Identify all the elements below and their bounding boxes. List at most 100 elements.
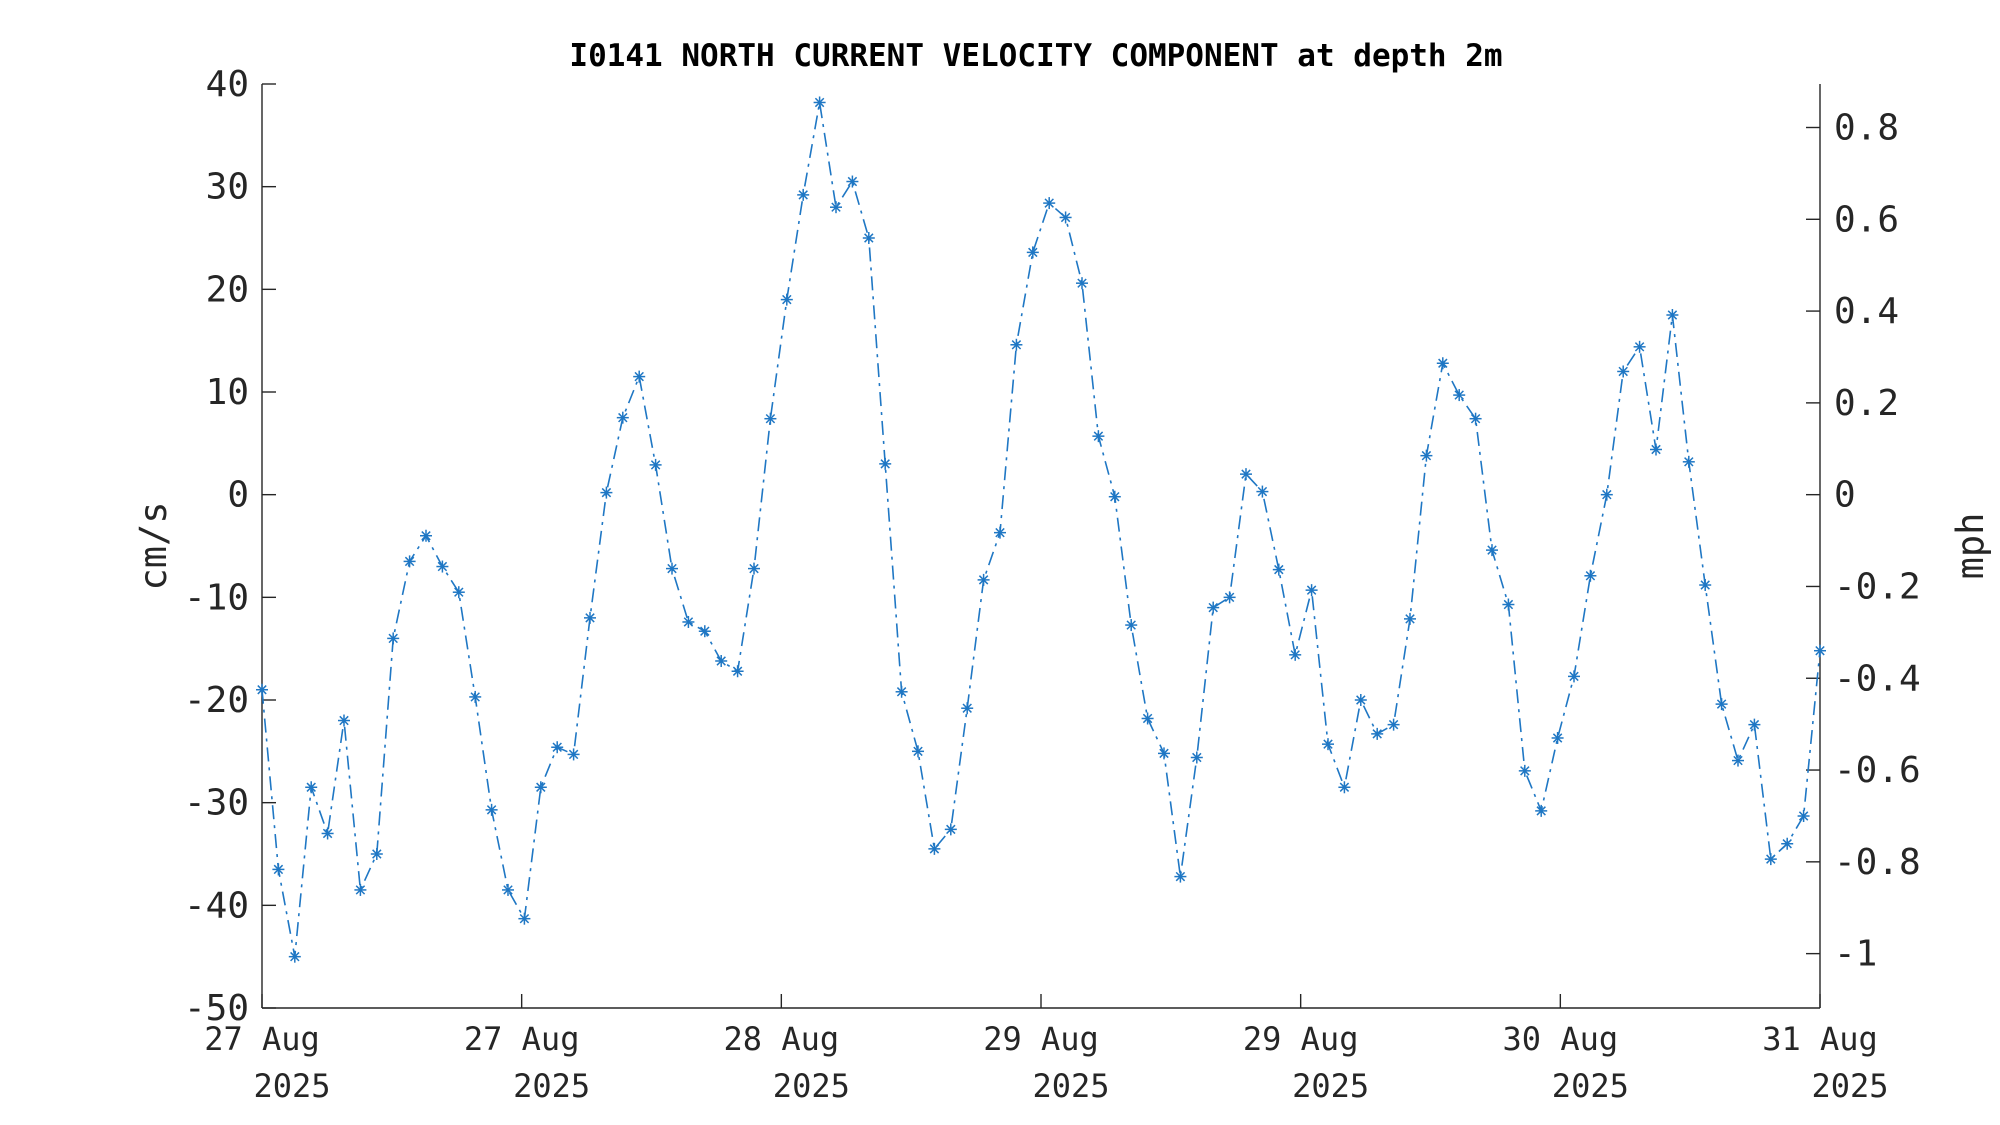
data-point (518, 912, 531, 925)
right-tick-label: -0.2 (1834, 566, 1921, 607)
y-axis-label-right: mph (1949, 513, 1992, 580)
data-point (1076, 277, 1088, 290)
left-tick-label: 0 (227, 475, 249, 516)
left-tick-label: 40 (206, 64, 249, 105)
data-point (1518, 764, 1531, 777)
data-point (994, 526, 1006, 539)
data-point (797, 188, 810, 201)
data-point (1092, 430, 1105, 443)
data-point (780, 293, 793, 306)
x-tick-label-year: 2025 (513, 1067, 590, 1105)
left-y-ticks: -50 -40 -30 -20 -10 0 10 20 30 40 (184, 64, 276, 1029)
data-point (1174, 870, 1187, 883)
data-point (1207, 601, 1220, 614)
data-point (1436, 357, 1449, 370)
x-tick-label-year: 2025 (1552, 1067, 1629, 1105)
data-point (830, 201, 842, 214)
data-point (584, 611, 596, 624)
x-tick-label-year: 2025 (1032, 1067, 1109, 1105)
data-point (1666, 309, 1679, 321)
data-point (1486, 544, 1498, 557)
data-point (1289, 648, 1302, 661)
y-axis-label-left: cm/s (132, 501, 175, 590)
x-tick-label-date: 27 Aug (204, 1020, 320, 1058)
data-point (1125, 619, 1138, 632)
data-point (452, 586, 465, 599)
data-point (944, 823, 957, 836)
left-tick-label: -50 (184, 988, 249, 1029)
data-point (1551, 731, 1564, 744)
series-line (261, 102, 1821, 957)
right-tick-label: 0.8 (1834, 107, 1899, 148)
data-point (256, 683, 268, 696)
x-tick-label-year: 2025 (1292, 1067, 1369, 1105)
data-point (1715, 698, 1728, 711)
x-ticks: 27 Aug 2025 27 Aug 2025 28 Aug 2025 29 Aug 2025… (204, 994, 1889, 1105)
data-point (1535, 804, 1548, 817)
data-point (1502, 598, 1515, 611)
x-tick-label-date: 29 Aug (983, 1020, 1099, 1058)
left-tick-label: 30 (206, 167, 249, 208)
data-point (534, 781, 547, 794)
data-point (895, 685, 908, 698)
data-point (912, 745, 924, 758)
data-point (1305, 584, 1318, 597)
data-point (338, 714, 350, 727)
x-tick-label-date: 31 Aug (1762, 1020, 1878, 1058)
data-point (928, 842, 941, 855)
data-point (1781, 837, 1794, 850)
data-point (1699, 579, 1712, 592)
data-point (1141, 712, 1154, 725)
data-point (1584, 569, 1597, 582)
data-point (1682, 455, 1695, 468)
x-tick-label-date: 30 Aug (1503, 1020, 1619, 1058)
data-point (879, 457, 892, 470)
data-point (502, 883, 514, 896)
data-point (1158, 747, 1170, 760)
data-point (961, 702, 974, 715)
data-point (1814, 644, 1826, 657)
data-point (682, 615, 695, 628)
data-point (731, 665, 744, 678)
data-point (370, 848, 383, 860)
data-point (1404, 612, 1416, 625)
data-point (1043, 197, 1056, 210)
right-tick-label: -0.4 (1834, 658, 1921, 699)
right-tick-label: 0.4 (1834, 291, 1899, 332)
right-tick-label: 0 (1834, 475, 1856, 516)
x-tick-label-date: 28 Aug (724, 1020, 840, 1058)
data-point (1420, 449, 1433, 462)
data-point (485, 803, 498, 816)
data-point (1453, 389, 1466, 402)
x-tick-label-date: 29 Aug (1243, 1020, 1359, 1058)
data-point (977, 573, 990, 586)
data-point (354, 883, 367, 896)
right-tick-label: -0.8 (1834, 842, 1921, 883)
data-point (1617, 365, 1630, 378)
data-point (1272, 563, 1285, 576)
data-point (436, 560, 449, 573)
series-group (256, 96, 1826, 963)
data-point (1469, 412, 1482, 425)
data-point (846, 175, 859, 188)
data-point (305, 781, 318, 794)
data-point (1600, 488, 1613, 501)
data-point (1650, 443, 1662, 456)
data-point (1026, 246, 1039, 259)
data-point (321, 827, 334, 840)
chart-title: I0141 NORTH CURRENT VELOCITY COMPONENT a… (569, 38, 1502, 74)
data-point (698, 625, 711, 638)
data-point (1240, 468, 1252, 481)
data-point (420, 529, 432, 542)
x-tick-label-year: 2025 (1811, 1067, 1888, 1105)
data-point (649, 458, 662, 471)
plot-frame (261, 84, 1821, 1009)
data-point (1223, 591, 1236, 604)
data-point (813, 96, 826, 109)
data-point (666, 562, 678, 575)
data-point (1732, 754, 1744, 767)
right-y-ticks: 0.8 0.6 0.4 0.2 0 -0.2 -0.4 -0.6 -0.8 -1 (1806, 107, 1921, 975)
data-point (1764, 853, 1777, 866)
right-tick-label: -0.6 (1834, 750, 1921, 791)
data-point (1256, 485, 1269, 498)
